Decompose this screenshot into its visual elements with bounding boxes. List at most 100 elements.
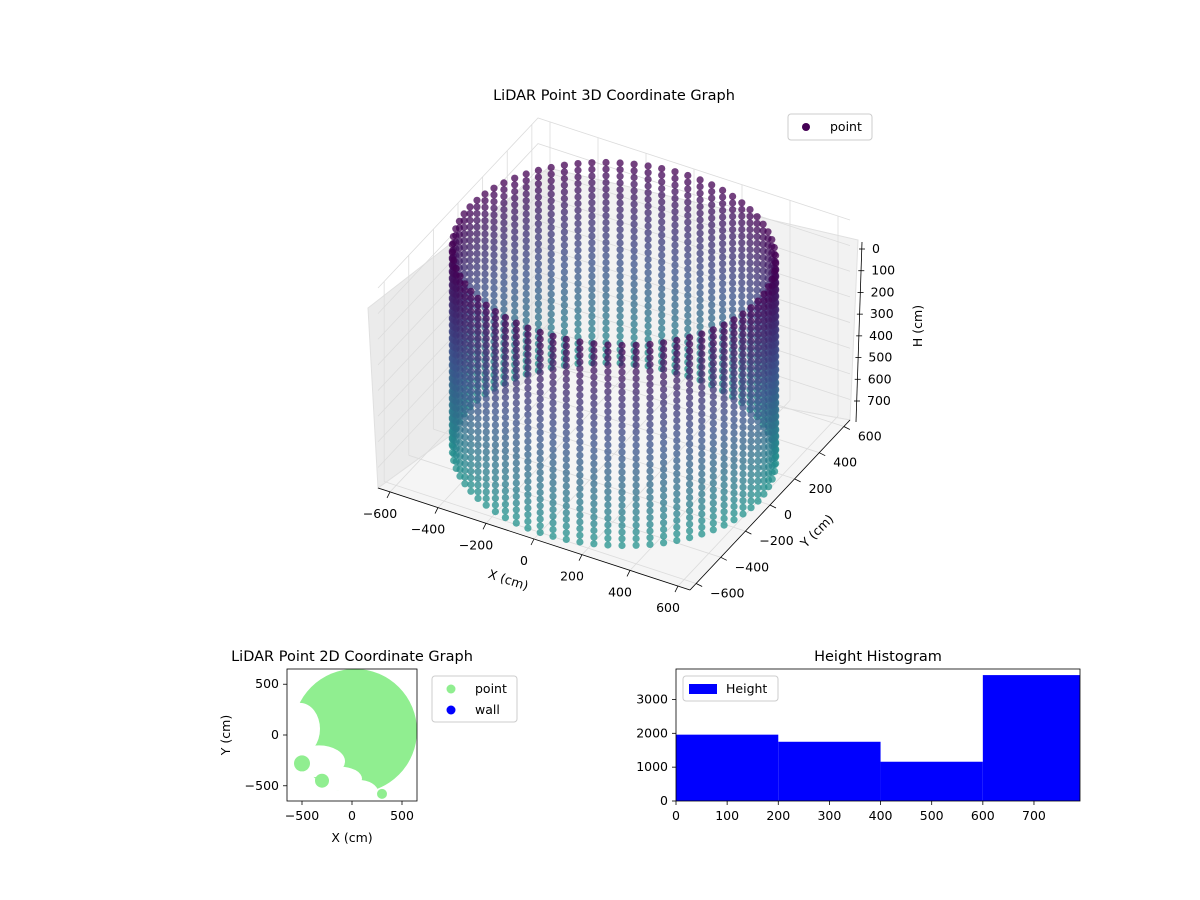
cloud-point [549,532,557,540]
cloud-point [632,381,640,389]
cloud-point [709,499,717,507]
cloud-point [698,403,706,411]
cloud-point [671,294,679,302]
cloud-point [673,356,681,365]
cloud-point [482,368,490,376]
cloud-point [686,447,694,455]
cloud-point [618,381,626,390]
cloud-point [753,239,761,247]
cloud-point [730,342,738,350]
cloud-point [754,310,762,318]
cloud-point [467,381,475,389]
cloud-point [738,205,746,214]
cloud-point [686,500,694,508]
cloud-point [753,233,761,241]
cloud-point [739,357,747,365]
cloud-point [562,515,570,524]
cloud-point [618,475,626,483]
cloud-point [760,330,768,338]
cloud-point [632,468,640,476]
cloud-point [576,465,584,473]
cloud-point [720,501,728,509]
cloud-point [630,273,638,282]
cloud-point [739,323,747,331]
cloud-point [604,461,612,469]
cloud-point [738,285,746,294]
void-region [338,779,378,801]
y-tick-label: 400 [833,455,857,470]
cloud-point [708,194,716,202]
cloud-point [673,503,681,511]
cloud-point [686,534,694,542]
cloud-point [560,241,569,249]
cloud-point [632,401,640,409]
cloud-point [602,212,610,220]
cloud-point [747,397,755,405]
cloud-point [644,269,652,277]
cloud-point [536,335,544,343]
cloud-point [730,369,738,377]
cloud-point [524,524,532,532]
cloud-point [501,400,509,408]
cloud-point [549,359,557,367]
cloud-point [753,273,761,281]
cloud-point [512,412,520,420]
cloud-point [698,443,706,451]
cloud-point [646,347,654,355]
x-tick-label: 200 [766,808,790,823]
cloud-point [684,265,692,273]
cloud-point [604,521,612,529]
cloud-point [474,354,482,362]
cloud-point [720,321,728,329]
legend-3d-marker [802,123,810,131]
cloud-point [646,447,654,455]
cloud-point [576,371,584,379]
z-tick-label: 0 [872,241,880,256]
cloud-point [500,299,508,307]
cloud-point [708,274,716,282]
cloud-point [660,532,668,540]
cloud-point [738,272,746,280]
cloud-point [474,414,482,422]
cloud-point [534,300,543,308]
z-tick-label: 200 [871,284,895,299]
y-tick-label: −500 [245,778,279,793]
cloud-point [576,398,584,406]
cloud-point [709,479,717,487]
cloud-point [511,254,519,262]
cloud-point [760,450,768,458]
cloud-point [709,432,717,441]
cloud-point [658,285,666,293]
cloud-point [618,501,626,510]
cloud-point [754,330,762,338]
cloud-point [473,230,481,238]
cloud-point [450,256,458,264]
cloud-point [524,437,532,445]
cloud-point [534,306,543,314]
cloud-point [673,530,681,538]
cloud-point [501,514,509,522]
cloud-point [738,265,746,274]
cloud-point [754,364,762,372]
cloud-point [698,503,706,511]
cloud-point [730,516,738,524]
cloud-point [576,485,584,493]
cloud-point [501,347,509,355]
cloud-point [574,240,582,248]
cloud-point [644,229,652,237]
cloud-point [646,427,654,435]
x-tick-label: 100 [715,808,739,823]
cloud-point [511,234,519,242]
cloud-point [461,433,469,441]
cloud-point [709,466,717,474]
cloud-point [644,249,652,257]
cloud-point [466,263,474,271]
cloud-point [686,347,694,355]
cloud-point [618,348,626,356]
cloud-point [467,361,475,369]
cloud-point [522,283,530,291]
cloud-point [618,461,626,470]
cloud-point [574,166,582,174]
cloud-point [512,439,520,447]
cloud-point [481,257,489,265]
